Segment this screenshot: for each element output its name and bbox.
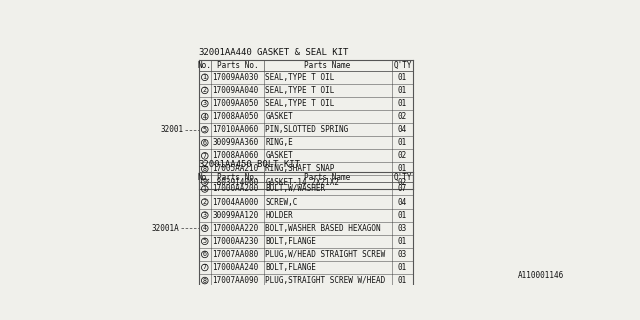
Text: RING,SHAFT SNAP: RING,SHAFT SNAP: [265, 164, 335, 173]
Text: BOLT,FLANGE: BOLT,FLANGE: [265, 263, 316, 272]
Text: PLUG,STRAIGHT SCREW W/HEAD: PLUG,STRAIGHT SCREW W/HEAD: [265, 276, 385, 285]
Text: 04: 04: [398, 125, 407, 134]
Text: BOLT,FLANGE: BOLT,FLANGE: [265, 237, 316, 246]
Text: BOLT,W/WASHER: BOLT,W/WASHER: [265, 184, 325, 193]
Text: 01: 01: [398, 99, 407, 108]
Text: 8: 8: [203, 277, 207, 284]
Text: 02: 02: [398, 112, 407, 121]
Text: GASKET: GASKET: [265, 151, 293, 160]
Text: 17005AA210: 17005AA210: [212, 164, 259, 173]
Text: 01: 01: [398, 263, 407, 272]
Text: 03: 03: [398, 250, 407, 259]
Text: Parts No.: Parts No.: [216, 172, 258, 181]
Text: 17007AA090: 17007AA090: [212, 276, 259, 285]
Text: 5: 5: [203, 238, 207, 244]
Text: Parts Name: Parts Name: [305, 172, 351, 181]
Text: 01: 01: [398, 164, 407, 173]
Text: 2: 2: [203, 87, 207, 93]
Text: 01: 01: [398, 211, 407, 220]
Text: 30099AA120: 30099AA120: [212, 211, 259, 220]
Text: 01: 01: [398, 138, 407, 147]
Text: 2: 2: [203, 199, 207, 205]
Text: 17009AA040: 17009AA040: [212, 86, 259, 95]
Text: 17009AA050: 17009AA050: [212, 99, 259, 108]
Text: 6: 6: [203, 252, 207, 257]
Text: 1: 1: [203, 74, 207, 80]
Text: 4: 4: [203, 114, 207, 120]
Text: 32001A: 32001A: [152, 224, 179, 233]
Text: 01: 01: [398, 276, 407, 285]
Text: GASKET: GASKET: [265, 112, 293, 121]
Text: 17000AA240: 17000AA240: [212, 263, 259, 272]
Text: 01: 01: [398, 86, 407, 95]
Text: 17004AA000: 17004AA000: [212, 197, 259, 206]
Text: SEAL,TYPE T OIL: SEAL,TYPE T OIL: [265, 73, 335, 82]
Text: 6: 6: [203, 140, 207, 146]
Text: 17008AA060: 17008AA060: [212, 151, 259, 160]
Text: Parts Name: Parts Name: [305, 61, 351, 70]
Text: 03: 03: [398, 224, 407, 233]
Text: No.: No.: [198, 172, 212, 181]
Text: 32001: 32001: [161, 125, 184, 134]
Text: A110001146: A110001146: [518, 271, 564, 280]
Text: 7: 7: [203, 264, 207, 270]
Text: 7: 7: [203, 153, 207, 159]
Text: 5: 5: [203, 127, 207, 133]
Text: SEAL,TYPE T OIL: SEAL,TYPE T OIL: [265, 99, 335, 108]
Text: 17009AA030: 17009AA030: [212, 73, 259, 82]
Text: PLUG,W/HEAD STRAIGHT SCREW: PLUG,W/HEAD STRAIGHT SCREW: [265, 250, 385, 259]
Text: 17008AA050: 17008AA050: [212, 112, 259, 121]
Text: 17010AA060: 17010AA060: [212, 125, 259, 134]
Text: SCREW,C: SCREW,C: [265, 197, 298, 206]
Text: 17000AA230: 17000AA230: [212, 237, 259, 246]
Text: 01: 01: [398, 73, 407, 82]
Text: BOLT KIT: BOLT KIT: [257, 160, 300, 169]
Text: 04: 04: [398, 197, 407, 206]
Text: BOLT,WASHER BASED HEXAGON: BOLT,WASHER BASED HEXAGON: [265, 224, 381, 233]
Text: 30099AA360: 30099AA360: [212, 138, 259, 147]
Text: 3: 3: [203, 212, 207, 218]
Text: RING,E: RING,E: [265, 138, 293, 147]
Text: 02: 02: [398, 151, 407, 160]
Text: 8: 8: [203, 166, 207, 172]
Text: 3: 3: [203, 100, 207, 107]
Text: -803914060: -803914060: [212, 178, 259, 187]
Text: 32001AA450: 32001AA450: [198, 160, 252, 169]
Text: 1: 1: [203, 186, 207, 192]
Text: 02: 02: [398, 178, 407, 187]
Text: 07: 07: [398, 184, 407, 193]
Text: 01: 01: [398, 237, 407, 246]
Text: 4: 4: [203, 225, 207, 231]
Text: GASKET-14.2X21X2: GASKET-14.2X21X2: [265, 178, 339, 187]
Text: 17000AA200: 17000AA200: [212, 184, 259, 193]
Text: 9: 9: [203, 179, 207, 185]
Text: 17007AA080: 17007AA080: [212, 250, 259, 259]
Text: No.: No.: [198, 61, 212, 70]
Text: SEAL,TYPE T OIL: SEAL,TYPE T OIL: [265, 86, 335, 95]
Text: Q'TY: Q'TY: [393, 172, 412, 181]
Text: 32001AA440: 32001AA440: [198, 48, 252, 57]
Text: Q'TY: Q'TY: [393, 61, 412, 70]
Text: 17000AA220: 17000AA220: [212, 224, 259, 233]
Text: Parts No.: Parts No.: [216, 61, 258, 70]
Text: HOLDER: HOLDER: [265, 211, 293, 220]
Text: PIN,SLOTTED SPRING: PIN,SLOTTED SPRING: [265, 125, 348, 134]
Text: GASKET & SEAL KIT: GASKET & SEAL KIT: [257, 48, 349, 57]
